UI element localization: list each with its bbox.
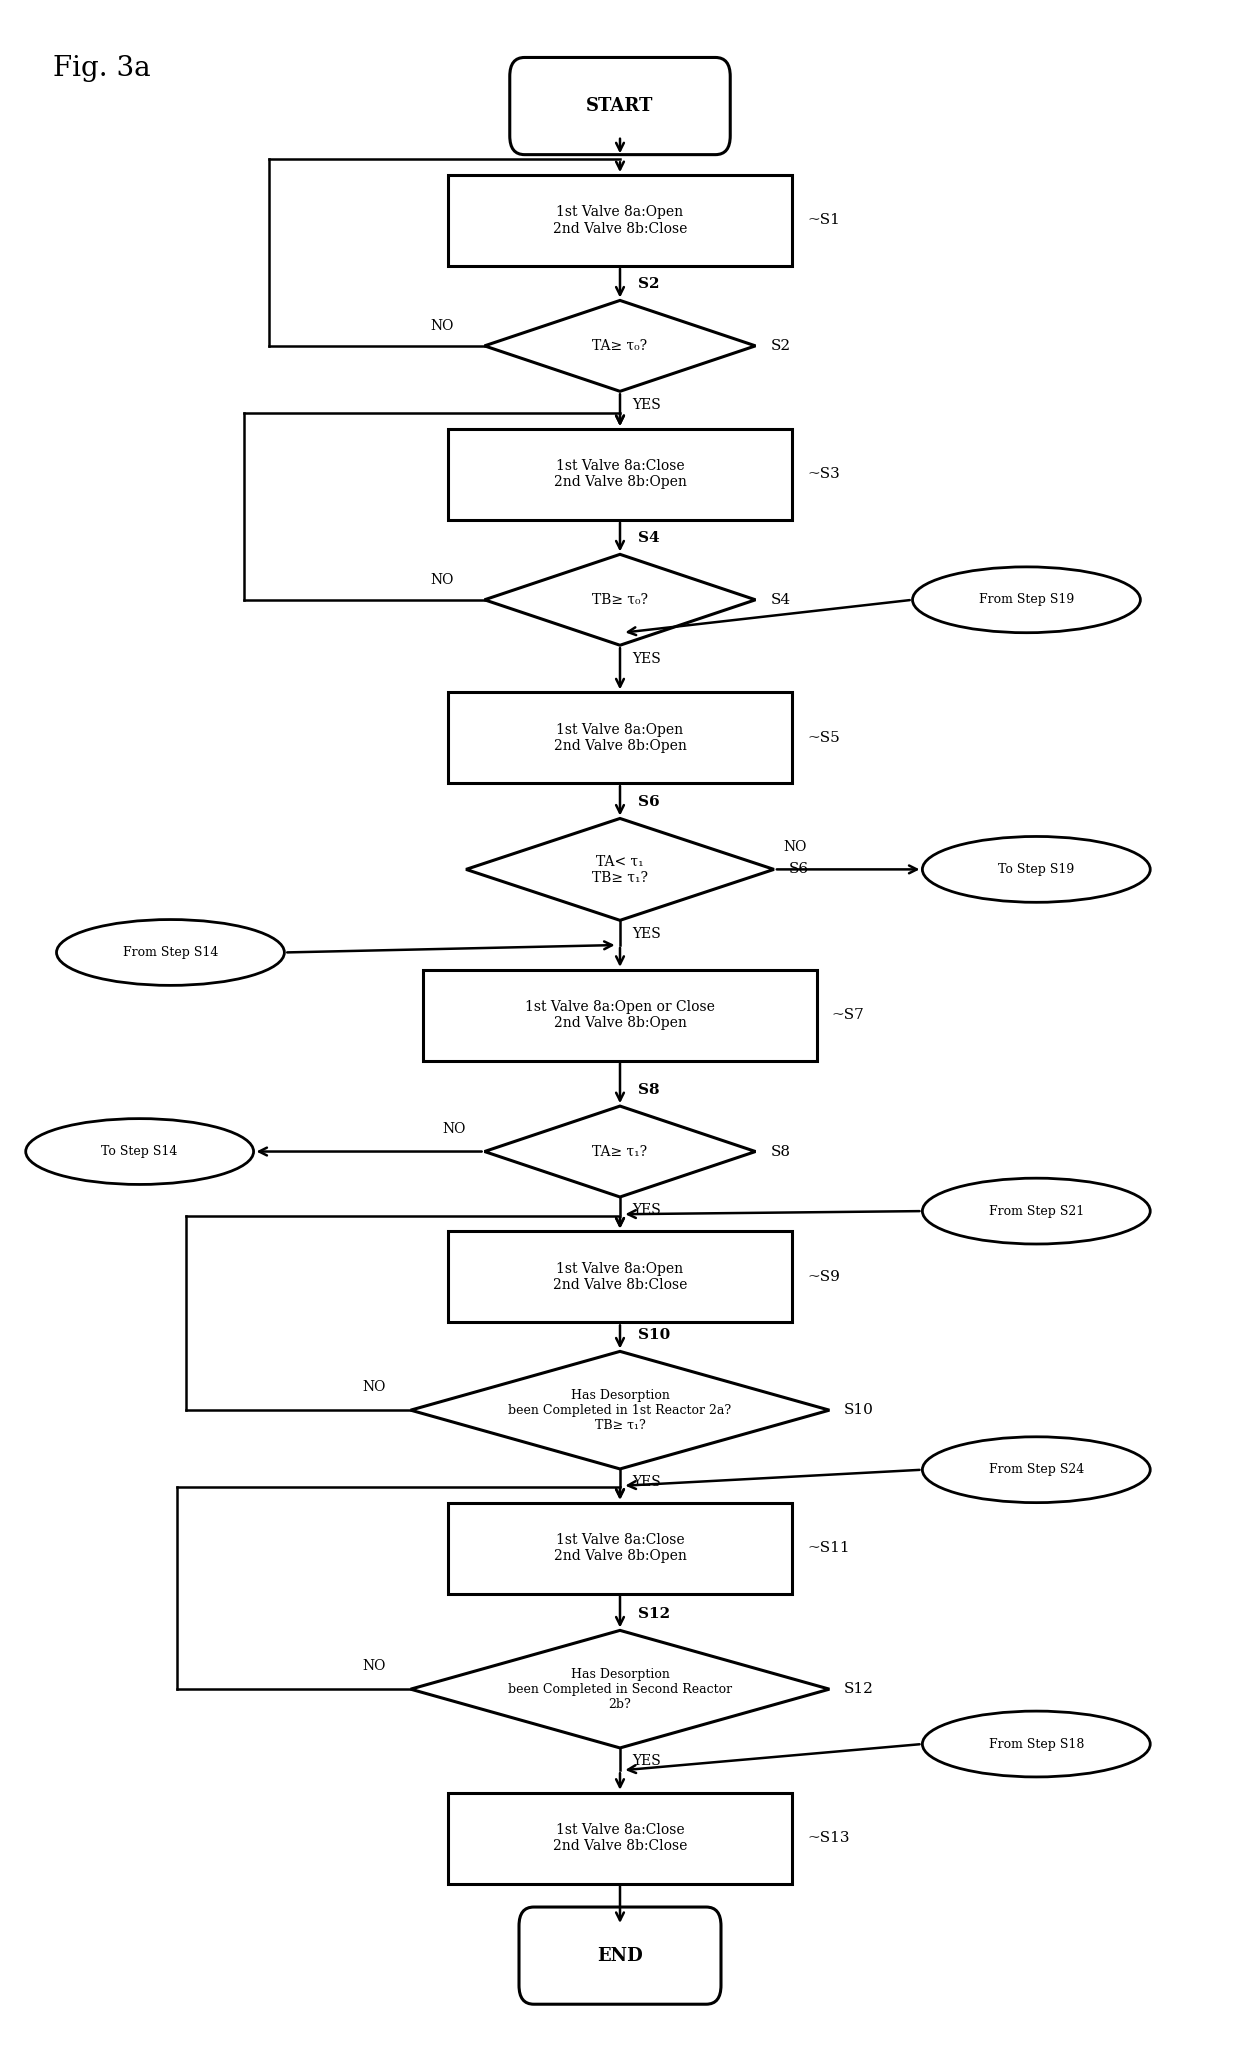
Text: To Step S19: To Step S19 [998, 863, 1074, 876]
Polygon shape [410, 1631, 830, 1747]
Text: From Step S19: From Step S19 [978, 593, 1074, 606]
Text: S2: S2 [770, 340, 790, 352]
Text: NO: NO [430, 319, 454, 333]
Polygon shape [485, 301, 755, 391]
Text: TA≥ τ₁?: TA≥ τ₁? [593, 1144, 647, 1158]
Text: S6: S6 [789, 863, 808, 876]
Text: S4: S4 [770, 593, 790, 608]
Bar [448, 692, 792, 784]
Text: S12: S12 [844, 1682, 874, 1696]
Text: NO: NO [443, 1121, 466, 1136]
Text: From Step S21: From Step S21 [988, 1205, 1084, 1217]
Text: ~S1: ~S1 [807, 213, 839, 227]
Ellipse shape [923, 1436, 1151, 1502]
Text: S8: S8 [639, 1082, 660, 1097]
Text: YES: YES [632, 1753, 661, 1768]
Text: S10: S10 [639, 1328, 671, 1342]
Polygon shape [410, 1350, 830, 1469]
Text: 1st Valve 8a:Open
2nd Valve 8b:Close: 1st Valve 8a:Open 2nd Valve 8b:Close [553, 1262, 687, 1291]
Text: ~S9: ~S9 [807, 1271, 839, 1285]
Bar [423, 970, 817, 1060]
Text: 1st Valve 8a:Close
2nd Valve 8b:Close: 1st Valve 8a:Close 2nd Valve 8b:Close [553, 1823, 687, 1854]
Text: ~S11: ~S11 [807, 1541, 849, 1555]
Text: 1st Valve 8a:Open
2nd Valve 8b:Close: 1st Valve 8a:Open 2nd Valve 8b:Close [553, 205, 687, 235]
Bar [448, 1232, 792, 1322]
FancyBboxPatch shape [510, 57, 730, 155]
Text: 1st Valve 8a:Open
2nd Valve 8b:Open: 1st Valve 8a:Open 2nd Valve 8b:Open [553, 722, 687, 753]
Text: Has Desorption
been Completed in 1st Reactor 2a?
TB≥ τ₁?: Has Desorption been Completed in 1st Rea… [508, 1389, 732, 1432]
Polygon shape [466, 818, 774, 921]
Text: YES: YES [632, 1475, 661, 1489]
Text: ~S13: ~S13 [807, 1831, 849, 1845]
Text: TB≥ τ₀?: TB≥ τ₀? [591, 593, 649, 608]
Text: END: END [598, 1946, 642, 1964]
Text: TA< τ₁
TB≥ τ₁?: TA< τ₁ TB≥ τ₁? [591, 855, 649, 884]
Text: START: START [587, 96, 653, 115]
Ellipse shape [923, 1710, 1151, 1776]
Text: YES: YES [632, 651, 661, 665]
Text: Has Desorption
been Completed in Second Reactor
2b?: Has Desorption been Completed in Second … [508, 1667, 732, 1710]
Ellipse shape [913, 567, 1141, 632]
Text: ~S7: ~S7 [832, 1009, 864, 1023]
Text: S8: S8 [770, 1144, 790, 1158]
Text: 1st Valve 8a:Open or Close
2nd Valve 8b:Open: 1st Valve 8a:Open or Close 2nd Valve 8b:… [525, 1000, 715, 1031]
Text: S6: S6 [639, 796, 660, 808]
FancyBboxPatch shape [520, 1907, 720, 2005]
Text: NO: NO [430, 573, 454, 587]
Text: YES: YES [632, 1203, 661, 1217]
Text: From Step S24: From Step S24 [988, 1463, 1084, 1477]
Ellipse shape [923, 837, 1151, 902]
Polygon shape [485, 1107, 755, 1197]
Text: S4: S4 [639, 530, 660, 544]
Text: S10: S10 [844, 1404, 874, 1418]
Ellipse shape [26, 1119, 253, 1185]
Text: YES: YES [632, 927, 661, 941]
Bar [448, 430, 792, 520]
Text: ~S5: ~S5 [807, 730, 839, 745]
Text: To Step S14: To Step S14 [102, 1146, 177, 1158]
Text: NO: NO [784, 839, 807, 853]
Polygon shape [485, 554, 755, 644]
Bar [448, 1502, 792, 1594]
Ellipse shape [923, 1178, 1151, 1244]
Bar [448, 176, 792, 266]
Text: ~S3: ~S3 [807, 466, 839, 481]
Ellipse shape [57, 919, 284, 986]
Text: Fig. 3a: Fig. 3a [53, 55, 151, 82]
Bar [448, 1792, 792, 1884]
Text: NO: NO [362, 1381, 386, 1395]
Text: TA≥ τ₀?: TA≥ τ₀? [593, 340, 647, 352]
Text: From Step S18: From Step S18 [988, 1737, 1084, 1751]
Text: 1st Valve 8a:Close
2nd Valve 8b:Open: 1st Valve 8a:Close 2nd Valve 8b:Open [553, 458, 687, 489]
Text: From Step S14: From Step S14 [123, 945, 218, 960]
Text: 1st Valve 8a:Close
2nd Valve 8b:Open: 1st Valve 8a:Close 2nd Valve 8b:Open [553, 1532, 687, 1563]
Text: NO: NO [362, 1659, 386, 1674]
Text: S2: S2 [639, 276, 660, 291]
Text: S12: S12 [639, 1606, 671, 1620]
Text: YES: YES [632, 397, 661, 411]
